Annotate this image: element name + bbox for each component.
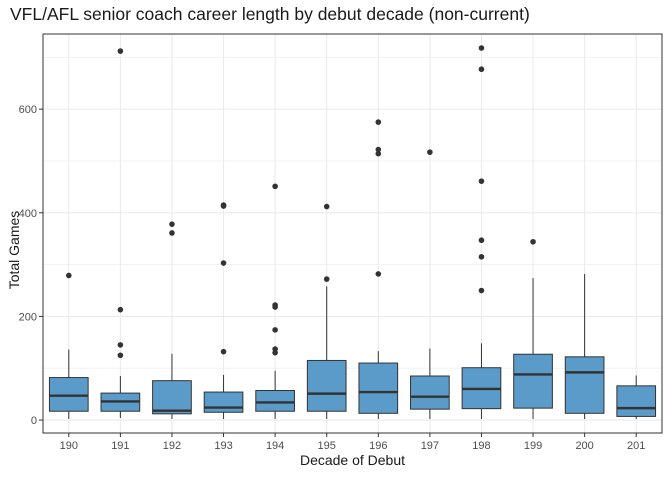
outlier-point bbox=[272, 183, 278, 190]
outlier-point bbox=[169, 230, 175, 236]
outlier-point bbox=[530, 238, 536, 245]
outlier-point bbox=[117, 306, 124, 313]
box-198 bbox=[461, 45, 502, 420]
outlier-point bbox=[117, 342, 124, 348]
outlier-point bbox=[375, 271, 382, 277]
box-192 bbox=[152, 221, 192, 420]
outlier-point bbox=[220, 348, 227, 355]
box-iqr bbox=[152, 380, 192, 415]
outlier-point bbox=[220, 260, 227, 266]
chart-title: VFL/AFL senior coach career length by de… bbox=[10, 4, 530, 24]
outlier-point bbox=[65, 272, 72, 279]
x-tick-label: 199 bbox=[524, 440, 542, 452]
outlier-point bbox=[478, 237, 485, 244]
box-197 bbox=[410, 149, 450, 420]
y-tick-label: 600 bbox=[19, 104, 37, 116]
box-iqr bbox=[306, 359, 347, 412]
x-tick-label: 198 bbox=[472, 440, 490, 452]
x-axis-label: Decade of Debut bbox=[299, 452, 406, 468]
y-tick-label: 0 bbox=[31, 415, 37, 427]
box-190 bbox=[48, 272, 89, 420]
outlier-point bbox=[117, 48, 124, 54]
outlier-point bbox=[375, 150, 382, 157]
y-axis-label: Total Games bbox=[6, 210, 22, 290]
outlier-point bbox=[478, 66, 485, 73]
panel-border bbox=[42, 33, 663, 434]
outlier-point bbox=[427, 149, 433, 155]
x-tick-label: 195 bbox=[318, 440, 336, 452]
outlier-point bbox=[375, 119, 382, 125]
box-196 bbox=[358, 119, 399, 420]
x-tick-label: 200 bbox=[575, 440, 593, 452]
box-194 bbox=[255, 183, 295, 420]
outlier-point bbox=[478, 287, 485, 294]
outlier-point bbox=[478, 254, 485, 260]
box-iqr bbox=[616, 385, 657, 417]
box-193 bbox=[203, 202, 244, 420]
outlier-point bbox=[272, 302, 278, 308]
outlier-point bbox=[272, 327, 278, 333]
outlier-point bbox=[272, 346, 278, 352]
x-tick-label: 191 bbox=[111, 440, 129, 452]
box-iqr bbox=[358, 362, 399, 414]
x-tick-label: 196 bbox=[369, 440, 387, 452]
outlier-point bbox=[375, 146, 382, 153]
box-iqr bbox=[203, 391, 244, 413]
box-201 bbox=[616, 375, 657, 420]
box-199 bbox=[513, 238, 553, 420]
box-iqr bbox=[255, 390, 295, 412]
outlier-point bbox=[323, 276, 330, 282]
y-tick-label: 200 bbox=[19, 311, 37, 323]
box-195 bbox=[306, 203, 347, 420]
x-tick-label: 194 bbox=[266, 440, 284, 452]
outlier-point bbox=[220, 202, 227, 208]
box-200 bbox=[564, 273, 605, 420]
x-tick-label: 201 bbox=[627, 440, 645, 452]
outlier-point bbox=[478, 45, 485, 51]
box-iqr bbox=[410, 375, 450, 410]
outlier-point bbox=[323, 203, 330, 210]
outlier-point bbox=[169, 221, 175, 227]
box-iqr bbox=[564, 356, 605, 414]
x-tick-label: 192 bbox=[163, 440, 181, 452]
box-191 bbox=[100, 48, 141, 418]
outlier-point bbox=[478, 178, 485, 184]
y-tick-label: 400 bbox=[19, 208, 37, 220]
x-tick-label: 193 bbox=[214, 440, 232, 452]
box-iqr bbox=[513, 353, 553, 409]
box-iqr bbox=[48, 377, 89, 412]
x-tick-label: 190 bbox=[60, 440, 78, 452]
x-tick-label: 197 bbox=[421, 440, 439, 452]
outlier-point bbox=[117, 352, 124, 359]
